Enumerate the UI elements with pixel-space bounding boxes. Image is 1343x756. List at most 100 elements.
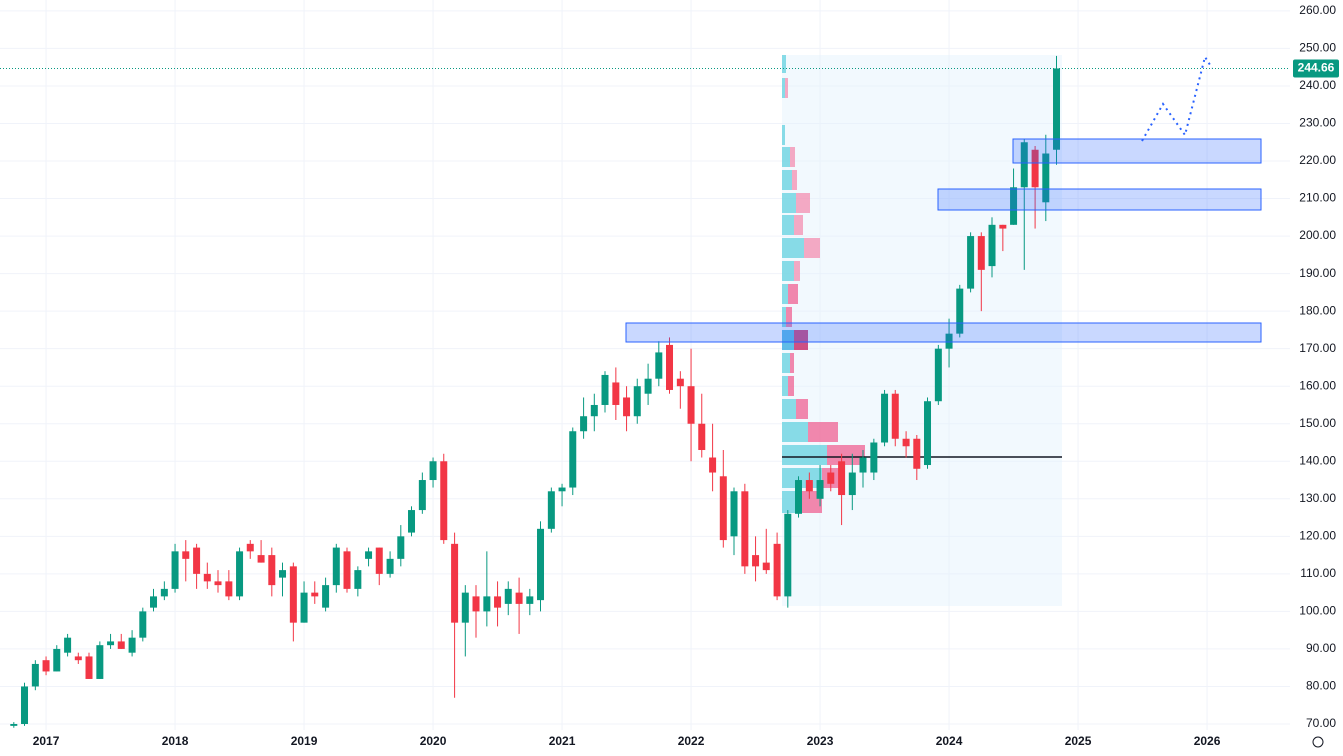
- y-tick-label: 190.00: [1299, 266, 1336, 280]
- candle-body: [999, 224, 1007, 229]
- candle-body: [752, 555, 760, 567]
- candle-body: [633, 386, 641, 417]
- y-tick-label: 120.00: [1299, 529, 1336, 543]
- y-tick-label: 250.00: [1299, 41, 1336, 55]
- candle-body: [967, 236, 975, 289]
- candle-body: [698, 423, 706, 451]
- candle-body: [397, 536, 405, 559]
- candle-body: [924, 401, 932, 466]
- profile-bar: [782, 125, 785, 145]
- candle-body: [902, 438, 910, 447]
- y-tick-label: 70.00: [1306, 716, 1336, 730]
- projection-path: [1141, 54, 1213, 142]
- axes: 70.00 80.00 90.00 100.00 110.00 120.00 130.00 1…: [0, 3, 1339, 748]
- profile-range: [782, 55, 1062, 606]
- candle-body: [386, 558, 394, 574]
- candle-body: [268, 555, 276, 586]
- candle-body: [150, 596, 158, 608]
- profile-bar: [782, 422, 808, 442]
- candle-body: [515, 592, 523, 604]
- x-tick-label: 2026: [1194, 734, 1221, 748]
- y-tick-label: 160.00: [1299, 378, 1336, 392]
- profile-bar: [790, 147, 795, 167]
- candle-body: [203, 573, 211, 582]
- candle-body: [526, 596, 534, 604]
- candle-body: [451, 543, 459, 623]
- x-tick-label: 2020: [420, 734, 447, 748]
- profile-bar: [782, 193, 796, 213]
- profile-bar: [788, 376, 794, 396]
- candle-body: [375, 547, 383, 574]
- profile-bar: [792, 170, 797, 190]
- profile-bar: [782, 55, 786, 73]
- candle-body: [1031, 149, 1039, 188]
- candle-body: [289, 566, 297, 623]
- candle-body: [741, 491, 749, 567]
- candle-body: [107, 641, 115, 646]
- settings-icon[interactable]: [1312, 736, 1324, 748]
- profile-bar: [794, 330, 808, 350]
- candle-body: [1042, 153, 1050, 203]
- candle-body: [171, 551, 179, 589]
- candle-body: [956, 288, 964, 334]
- candle-body: [934, 348, 942, 402]
- candle-body: [655, 352, 663, 379]
- candle-body: [279, 570, 287, 578]
- y-tick-label: 240.00: [1299, 78, 1336, 92]
- profile-bar: [782, 284, 788, 304]
- candle-body: [31, 663, 39, 687]
- x-tick-label: 2025: [1065, 734, 1092, 748]
- candle-body: [96, 645, 104, 679]
- y-tick-label: 210.00: [1299, 191, 1336, 205]
- candle-body: [945, 333, 953, 349]
- x-tick-label: 2022: [678, 734, 705, 748]
- y-tick-label: 260.00: [1299, 3, 1336, 17]
- candle-body: [483, 596, 491, 612]
- profile-bar: [796, 399, 808, 419]
- candle-body: [311, 592, 319, 597]
- profile-bar: [782, 215, 794, 235]
- y-tick-label: 80.00: [1306, 679, 1336, 693]
- candle-body: [1053, 68, 1061, 150]
- x-tick-label: 2023: [807, 734, 834, 748]
- profile-bar: [782, 78, 785, 98]
- candle-body: [332, 547, 340, 586]
- candle-body: [816, 480, 824, 499]
- candle-body: [666, 344, 674, 390]
- candle-body: [42, 660, 50, 672]
- candle-body: [676, 378, 684, 387]
- candle-body: [418, 480, 426, 511]
- candle-body: [988, 224, 996, 267]
- candle-body: [784, 513, 792, 597]
- y-tick-label: 140.00: [1299, 453, 1336, 467]
- profile-bar: [827, 445, 865, 465]
- x-tick-label: 2017: [33, 734, 60, 748]
- candle-body: [472, 596, 480, 612]
- candle-body: [719, 476, 727, 541]
- candle-body: [730, 491, 738, 537]
- y-tick-label: 170.00: [1299, 341, 1336, 355]
- zones: [625, 138, 1262, 343]
- profile-bar: [790, 353, 794, 373]
- candle-body: [322, 585, 330, 608]
- y-tick-label: 130.00: [1299, 491, 1336, 505]
- profile-bar: [782, 147, 790, 167]
- candle-body: [128, 637, 136, 653]
- profile-bar: [782, 261, 794, 281]
- candle-body: [139, 611, 147, 638]
- profile-bar: [782, 376, 788, 396]
- candle-body: [569, 431, 577, 488]
- candle-body: [365, 551, 373, 559]
- y-tick-label: 230.00: [1299, 116, 1336, 130]
- profile-bar: [782, 330, 794, 350]
- candle-body: [182, 551, 190, 559]
- x-tick-label: 2018: [162, 734, 189, 748]
- candle-body: [870, 442, 878, 473]
- candle-body: [440, 461, 448, 541]
- candle-body: [21, 686, 29, 724]
- profile-bar: [788, 284, 798, 304]
- y-tick-label: 150.00: [1299, 416, 1336, 430]
- candle-body: [913, 438, 921, 469]
- profile-bar: [786, 307, 792, 327]
